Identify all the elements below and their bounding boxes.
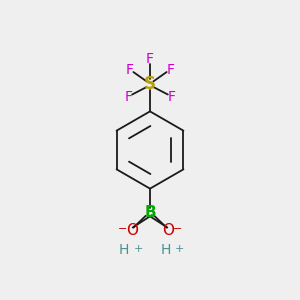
Text: +: +: [134, 244, 143, 254]
Text: −: −: [172, 224, 182, 234]
Text: O: O: [126, 223, 138, 238]
Text: F: F: [167, 63, 175, 77]
Text: +: +: [175, 244, 184, 254]
Text: B: B: [144, 206, 156, 220]
Text: H: H: [160, 243, 171, 257]
Text: F: F: [124, 90, 132, 104]
Text: F: F: [146, 52, 154, 66]
Text: −: −: [118, 224, 128, 234]
Text: S: S: [144, 75, 156, 93]
Text: H: H: [119, 243, 129, 257]
Text: O: O: [162, 223, 174, 238]
Text: F: F: [168, 90, 176, 104]
Text: F: F: [125, 63, 134, 77]
